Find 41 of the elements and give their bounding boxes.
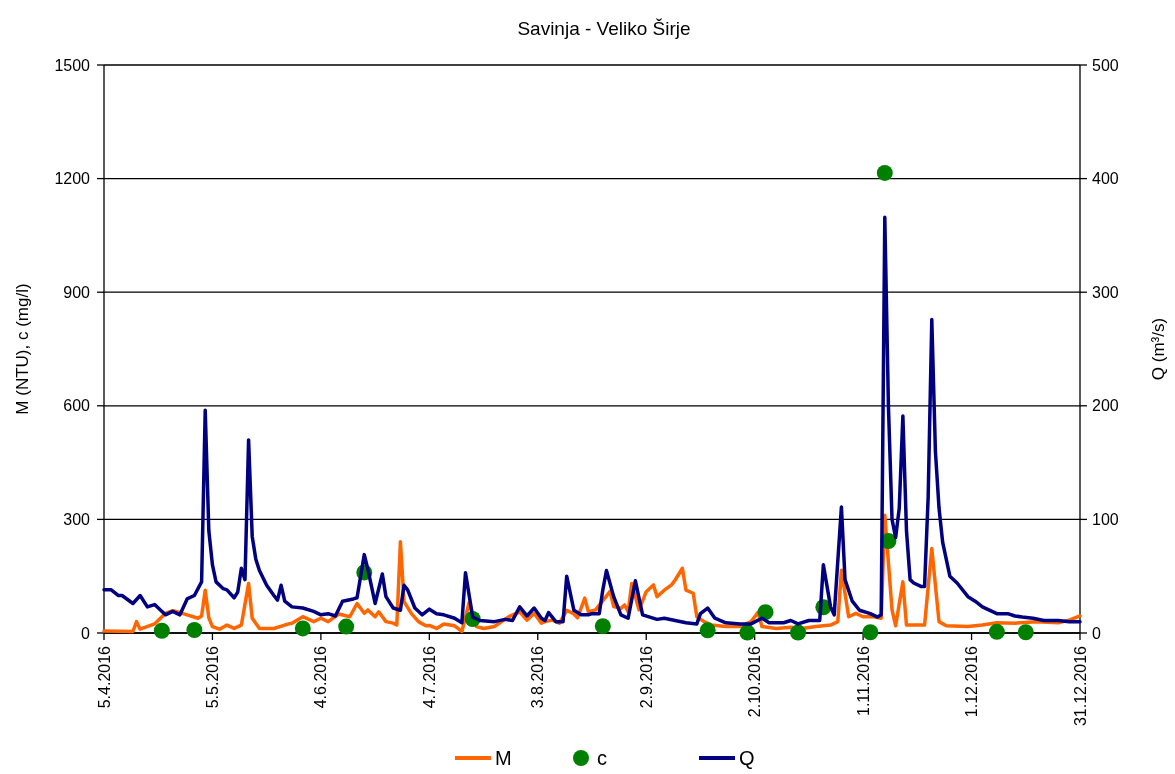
x-tick-label: 5.5.2016: [204, 645, 222, 709]
x-tick-label: 1.11.2016: [854, 645, 872, 716]
x-tick-label: 3.8.2016: [529, 645, 547, 709]
point: [338, 618, 355, 635]
y-tick-label: 1200: [54, 170, 91, 188]
chart-title: Savinja - Veliko Širje: [517, 18, 691, 39]
point: [699, 622, 716, 639]
point: [790, 624, 807, 641]
y-tick-label: 1500: [54, 56, 91, 74]
y-tick-label: 600: [63, 397, 91, 415]
x-tick-label: 2.10.2016: [746, 645, 764, 718]
x-tick-label: 4.7.2016: [420, 645, 438, 709]
x-tick-label: 2.9.2016: [637, 645, 655, 709]
legend-label: Q: [739, 747, 755, 769]
y-tick-label: 0: [81, 624, 91, 642]
y2-tick-label: 500: [1092, 56, 1119, 74]
y-axis-title: M (NTU), c (mg/l): [12, 283, 32, 415]
point: [186, 621, 203, 638]
x-tick-label: 1.12.2016: [963, 645, 981, 718]
y2-tick-label: 100: [1092, 511, 1119, 528]
y-tick-label: 900: [63, 283, 91, 301]
y-tick-label: 300: [63, 511, 91, 528]
point: [739, 624, 756, 641]
point: [757, 604, 774, 621]
point: [876, 164, 893, 181]
point: [153, 622, 170, 639]
y2-tick-label: 300: [1092, 283, 1119, 301]
point: [862, 624, 879, 641]
x-tick-label: 4.6.2016: [312, 645, 330, 709]
point: [294, 620, 311, 637]
point: [1017, 624, 1034, 641]
legend-label: M: [495, 747, 512, 769]
y2-axis-title: Q (m³/s): [1148, 317, 1168, 381]
x-tick-label: 5.4.2016: [95, 645, 113, 709]
y2-tick-label: 400: [1092, 170, 1119, 188]
y2-tick-label: 0: [1092, 624, 1101, 642]
point: [988, 623, 1005, 640]
y2-tick-label: 200: [1092, 397, 1119, 415]
point: [594, 618, 611, 635]
x-tick-label: 31.12.2016: [1071, 645, 1089, 727]
legend-label: c: [597, 747, 607, 769]
